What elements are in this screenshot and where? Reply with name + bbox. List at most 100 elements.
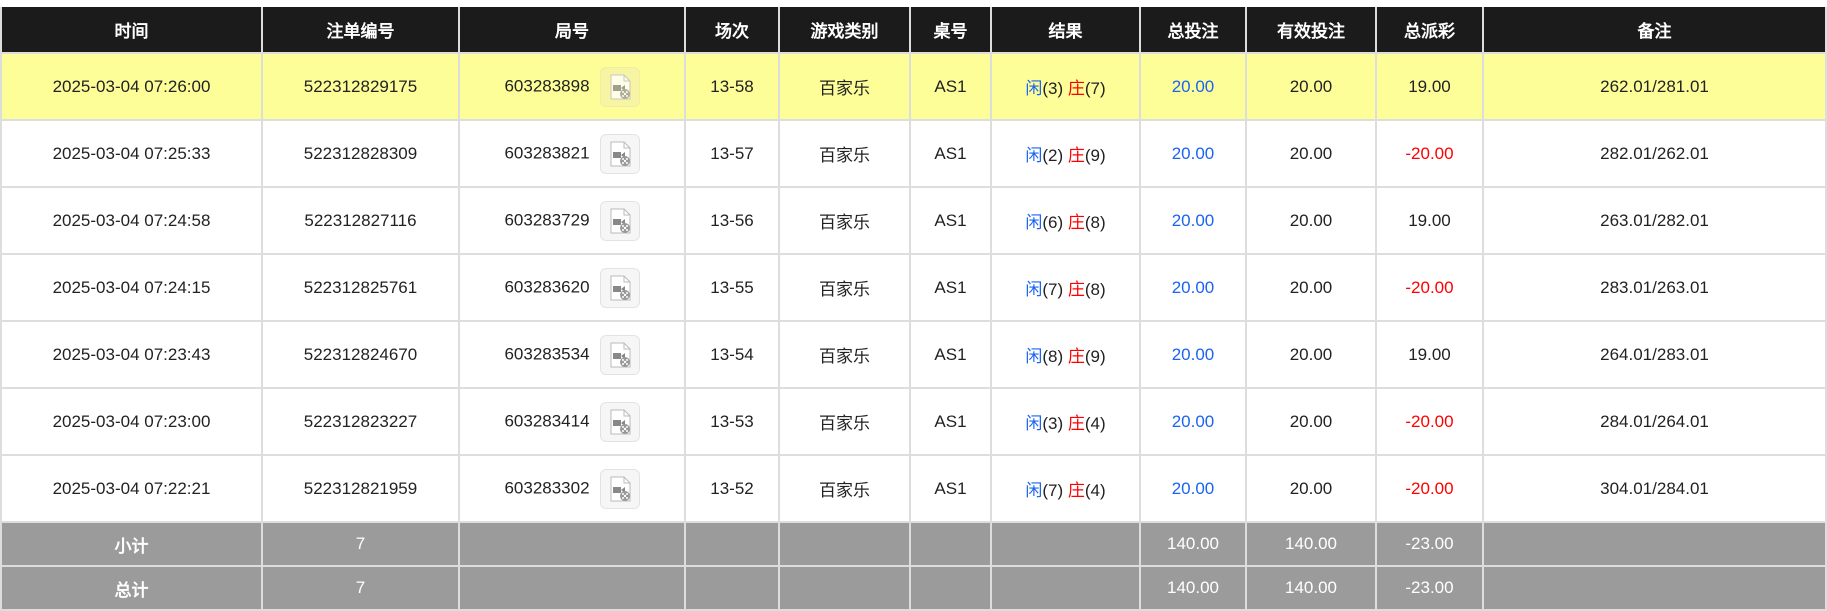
header-time[interactable]: 时间	[0, 7, 263, 54]
round-cell: 603283302	[458, 454, 686, 523]
round-number: 603283821	[504, 142, 590, 162]
round-cell: 603283821	[458, 119, 686, 188]
table-row: 2025-03-04 07:24:58 522312827116 6032837…	[0, 186, 1827, 255]
subtotal-row: 小计 7 140.00 140.00 -23.00	[0, 521, 1827, 567]
header-result[interactable]: 结果	[990, 7, 1141, 54]
banker-label: 庄	[1067, 347, 1085, 366]
player-score: (3)	[1042, 79, 1064, 98]
total-bet-cell: 20.00	[1139, 387, 1247, 456]
video-replay-icon[interactable]	[599, 200, 640, 241]
valid-bet-cell: 20.00	[1245, 52, 1377, 121]
table-row: 2025-03-04 07:23:43 522312824670 6032835…	[0, 320, 1827, 389]
table-no-cell: AS1	[909, 119, 992, 188]
header-game-type[interactable]: 游戏类别	[778, 7, 911, 54]
table-no-cell: AS1	[909, 320, 992, 389]
video-replay-icon[interactable]	[599, 468, 640, 509]
video-replay-icon[interactable]	[599, 334, 640, 375]
banker-score: (7)	[1084, 79, 1106, 98]
banker-score: (8)	[1084, 280, 1106, 299]
subtotal-valid-bet: 140.00	[1245, 521, 1377, 567]
player-label: 闲	[1025, 146, 1043, 165]
result-cell: 闲(8) 庄(9)	[990, 320, 1141, 389]
total-bet-cell: 20.00	[1139, 52, 1247, 121]
result-cell: 闲(7) 庄(8)	[990, 253, 1141, 322]
video-replay-icon[interactable]	[599, 133, 640, 174]
time-cell: 2025-03-04 07:25:33	[0, 119, 263, 188]
video-replay-icon[interactable]	[599, 401, 640, 442]
video-replay-icon[interactable]	[599, 267, 640, 308]
payout-cell: 19.00	[1375, 186, 1484, 255]
valid-bet-cell: 20.00	[1245, 186, 1377, 255]
session-cell: 13-57	[684, 119, 780, 188]
session-cell: 13-58	[684, 52, 780, 121]
player-score: (6)	[1042, 213, 1064, 232]
player-score: (8)	[1042, 347, 1064, 366]
game-type-cell: 百家乐	[778, 320, 911, 389]
bet-records-table: 时间 注单编号 局号 场次 游戏类别 桌号 结果 总投注 有效投注 总派彩 备注 2025-03-0…	[0, 7, 1827, 611]
table-row: 2025-03-04 07:25:33 522312828309 6032838…	[0, 119, 1827, 188]
time-cell: 2025-03-04 07:23:43	[0, 320, 263, 389]
session-cell: 13-52	[684, 454, 780, 523]
bet-id-cell: 522312825761	[261, 253, 460, 322]
subtotal-total-bet: 140.00	[1139, 521, 1247, 567]
player-label: 闲	[1025, 79, 1043, 98]
game-type-cell: 百家乐	[778, 52, 911, 121]
banker-label: 庄	[1067, 213, 1085, 232]
bet-id-cell: 522312828309	[261, 119, 460, 188]
header-session[interactable]: 场次	[684, 7, 780, 54]
note-cell: 263.01/282.01	[1482, 186, 1827, 255]
banker-label: 庄	[1067, 146, 1085, 165]
player-label: 闲	[1025, 280, 1043, 299]
result-cell: 闲(3) 庄(7)	[990, 52, 1141, 121]
banker-label: 庄	[1067, 414, 1085, 433]
table-no-cell: AS1	[909, 454, 992, 523]
result-cell: 闲(2) 庄(9)	[990, 119, 1141, 188]
game-type-cell: 百家乐	[778, 454, 911, 523]
header-valid-bet[interactable]: 有效投注	[1245, 7, 1377, 54]
subtotal-label: 小计	[0, 521, 263, 567]
header-total-payout[interactable]: 总派彩	[1375, 7, 1484, 54]
total-bet-cell: 20.00	[1139, 253, 1247, 322]
session-cell: 13-53	[684, 387, 780, 456]
header-note[interactable]: 备注	[1482, 7, 1827, 54]
round-cell: 603283414	[458, 387, 686, 456]
game-type-cell: 百家乐	[778, 253, 911, 322]
table-no-cell: AS1	[909, 186, 992, 255]
time-cell: 2025-03-04 07:24:15	[0, 253, 263, 322]
result-cell: 闲(6) 庄(8)	[990, 186, 1141, 255]
payout-cell: -20.00	[1375, 454, 1484, 523]
header-total-bet[interactable]: 总投注	[1139, 7, 1247, 54]
total-bet-cell: 20.00	[1139, 320, 1247, 389]
header-bet-id[interactable]: 注单编号	[261, 7, 460, 54]
total-row: 总计 7 140.00 140.00 -23.00	[0, 565, 1827, 611]
round-cell: 603283534	[458, 320, 686, 389]
player-score: (2)	[1042, 146, 1064, 165]
total-total-bet: 140.00	[1139, 565, 1247, 611]
header-round[interactable]: 局号	[458, 7, 686, 54]
game-type-cell: 百家乐	[778, 387, 911, 456]
round-number: 603283898	[504, 75, 590, 95]
table-row: 2025-03-04 07:23:00 522312823227 6032834…	[0, 387, 1827, 456]
player-label: 闲	[1025, 213, 1043, 232]
total-payout: -23.00	[1375, 565, 1484, 611]
round-number: 603283534	[504, 343, 590, 363]
table-row: 2025-03-04 07:22:21 522312821959 6032833…	[0, 454, 1827, 523]
round-number: 603283414	[504, 410, 590, 430]
result-cell: 闲(3) 庄(4)	[990, 387, 1141, 456]
note-cell: 282.01/262.01	[1482, 119, 1827, 188]
player-score: (7)	[1042, 481, 1064, 500]
note-cell: 264.01/283.01	[1482, 320, 1827, 389]
bet-id-cell: 522312821959	[261, 454, 460, 523]
session-cell: 13-54	[684, 320, 780, 389]
video-replay-icon[interactable]	[599, 66, 640, 107]
banker-score: (4)	[1084, 414, 1106, 433]
round-cell: 603283729	[458, 186, 686, 255]
total-bet-cell: 20.00	[1139, 119, 1247, 188]
header-table-no[interactable]: 桌号	[909, 7, 992, 54]
payout-cell: 19.00	[1375, 320, 1484, 389]
banker-score: (9)	[1084, 347, 1106, 366]
player-label: 闲	[1025, 481, 1043, 500]
banker-score: (4)	[1084, 481, 1106, 500]
player-score: (7)	[1042, 280, 1064, 299]
table-header-row: 时间 注单编号 局号 场次 游戏类别 桌号 结果 总投注 有效投注 总派彩 备注	[0, 7, 1827, 54]
